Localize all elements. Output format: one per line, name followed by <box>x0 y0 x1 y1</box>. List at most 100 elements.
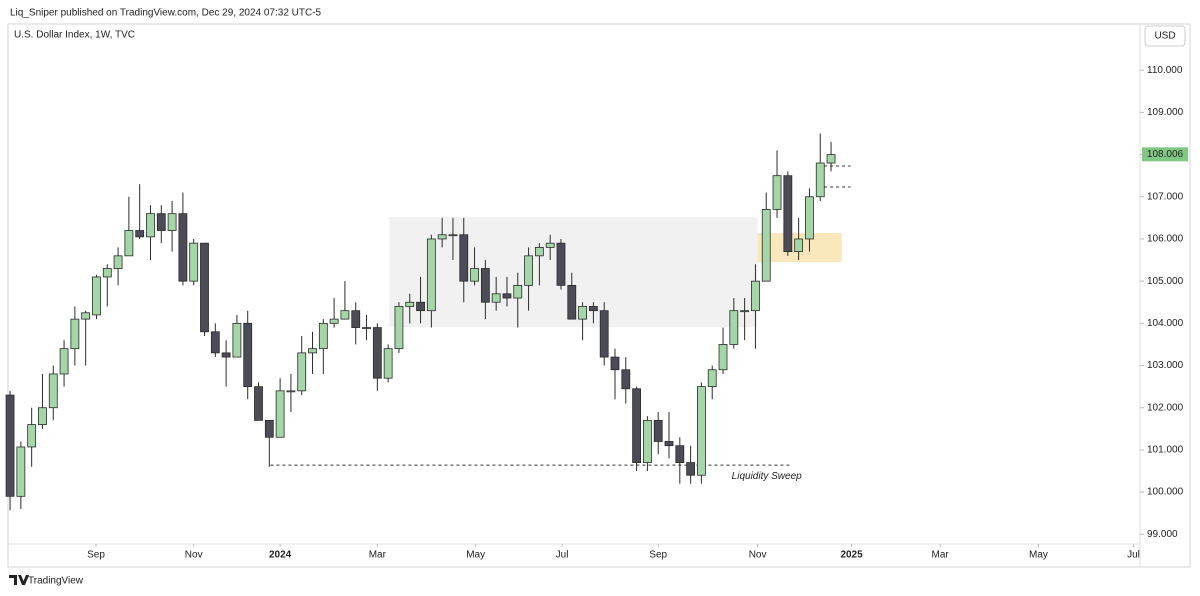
candle-body <box>621 369 631 390</box>
candle-body <box>599 310 609 358</box>
candle-body <box>146 213 155 238</box>
last-price-label: 108.006 <box>1147 149 1184 160</box>
candle-body <box>351 310 361 328</box>
candle-body <box>459 234 469 282</box>
candle-body <box>794 238 804 253</box>
candle-body <box>815 162 825 198</box>
candle-body <box>437 234 447 240</box>
candle-body <box>502 293 512 299</box>
candle-body <box>653 419 663 442</box>
candle-body <box>59 348 69 375</box>
x-tick-label: Sep <box>649 550 667 561</box>
chart-title: U.S. Dollar Index, 1W, TVC <box>14 30 135 41</box>
candle-body <box>675 445 685 463</box>
x-tick-label: Nov <box>749 550 767 561</box>
candle-body <box>491 293 501 303</box>
candle-body <box>113 255 123 269</box>
candle-body <box>27 424 37 448</box>
x-tick-label: Jul <box>1127 550 1140 561</box>
candle-body <box>383 348 393 379</box>
currency-button[interactable] <box>1144 25 1186 47</box>
y-tick-label: 110.000 <box>1147 65 1183 76</box>
x-tick-label: May <box>1029 550 1048 561</box>
candle-body <box>124 230 134 257</box>
candle-body <box>92 276 101 316</box>
candle-body <box>243 322 253 388</box>
y-tick-label: 109.000 <box>1147 107 1184 118</box>
x-tick-label: 2025 <box>840 550 863 561</box>
last-price-tag <box>1142 147 1188 162</box>
candle-body <box>210 331 220 354</box>
candle-body <box>632 388 642 463</box>
candle-body <box>405 301 415 307</box>
candle-body <box>81 312 91 320</box>
y-tick-label: 107.000 <box>1147 191 1184 202</box>
candle-body <box>567 284 577 320</box>
candle-body <box>308 348 317 354</box>
candle-body <box>534 246 544 257</box>
currency-label[interactable]: USD <box>1154 31 1175 42</box>
candle-body <box>340 310 350 320</box>
candle-body <box>826 154 836 164</box>
candle-body <box>48 373 58 409</box>
y-tick-label: 106.000 <box>1147 234 1184 245</box>
candle-body <box>232 322 242 358</box>
x-tick-label: Mar <box>932 550 950 561</box>
candle-body <box>772 175 782 210</box>
candle-body <box>416 301 425 312</box>
candle-body <box>275 390 285 438</box>
candle-body <box>513 284 523 299</box>
candle-body <box>178 213 188 282</box>
candle-body <box>578 306 587 320</box>
candle-body <box>480 268 490 303</box>
candle-body <box>329 318 339 324</box>
y-tick-label: 103.000 <box>1147 360 1184 371</box>
header: Liq_Sniper published on TradingView.com,… <box>10 8 322 19</box>
y-tick-label: 99.000 <box>1147 529 1178 540</box>
x-tick-label: 2024 <box>269 550 292 561</box>
candle-body <box>286 390 296 393</box>
candle-body <box>697 386 706 476</box>
x-tick-label: Sep <box>87 550 105 561</box>
candle-body <box>740 310 750 313</box>
candle-body <box>5 394 15 497</box>
candle-body <box>372 327 382 379</box>
candle-body <box>167 213 177 231</box>
tv-logo <box>9 575 29 585</box>
y-tick-label: 101.000 <box>1147 445 1184 456</box>
candle-body <box>394 306 404 350</box>
candle-body <box>221 352 231 358</box>
candle-body <box>805 196 814 240</box>
candle-body <box>297 352 307 392</box>
x-tick-label: May <box>466 550 485 561</box>
candle-body <box>643 419 652 463</box>
x-tick-label: Nov <box>185 550 203 561</box>
candle-body <box>16 446 26 497</box>
y-tick-label: 102.000 <box>1147 402 1184 413</box>
x-tick-label: Jul <box>556 550 569 561</box>
candle-body <box>729 310 739 345</box>
candle-body <box>70 318 80 350</box>
candle-body <box>545 242 555 248</box>
candle-body <box>686 462 696 476</box>
candle-body <box>707 369 717 388</box>
candle-body <box>524 255 533 286</box>
candle-body <box>783 175 793 253</box>
candle-body <box>751 280 760 312</box>
candle-body <box>718 344 728 371</box>
x-tick-label: Mar <box>369 550 387 561</box>
y-tick-label: 100.000 <box>1147 487 1184 498</box>
candle-body <box>264 419 274 438</box>
candle-body <box>189 242 199 282</box>
candle-body <box>588 306 598 312</box>
candle-body <box>470 268 479 282</box>
annotation: Liquidity Sweep <box>732 471 802 482</box>
candle-body <box>362 327 371 329</box>
candle-body <box>556 242 566 286</box>
candle-body <box>156 213 166 231</box>
y-tick-label: 105.000 <box>1147 276 1184 287</box>
candle-body <box>135 230 145 238</box>
footer-brand: TradingView <box>28 576 84 587</box>
y-tick-label: 104.000 <box>1147 318 1184 329</box>
